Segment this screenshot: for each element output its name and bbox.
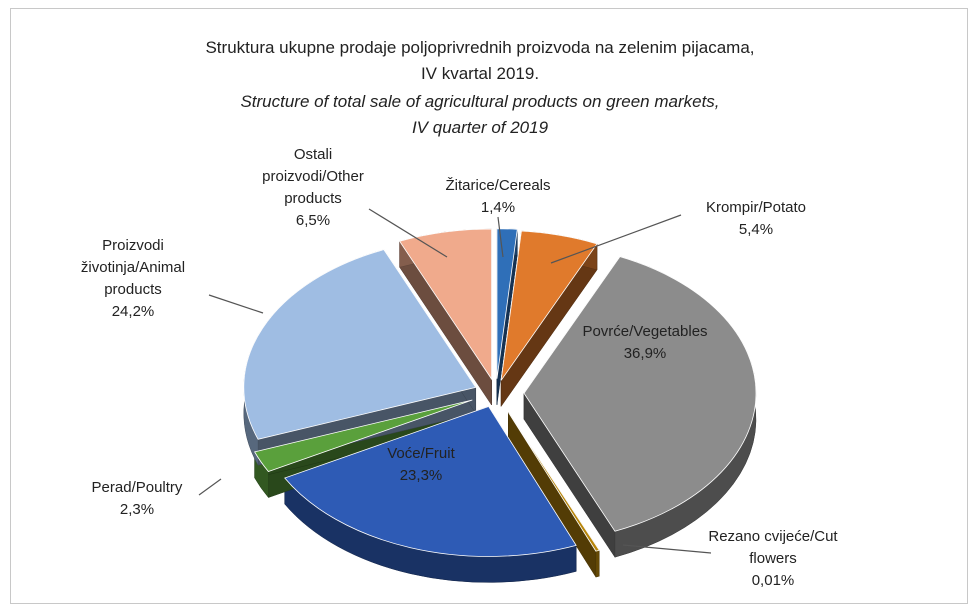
slice-name-label: flowers	[749, 550, 797, 567]
slice-value-label: 2,3%	[120, 501, 154, 518]
slice-side	[508, 411, 600, 578]
slice-value-label: 36,9%	[624, 345, 667, 362]
subtitle-line-1: Structure of total sale of agricultural …	[240, 92, 719, 111]
pie-slice	[398, 228, 492, 381]
pie-chart: Struktura ukupne prodaje poljoprivrednih…	[81, 38, 839, 589]
slice-value-label: 24,2%	[112, 303, 155, 320]
slice-value-label: 5,4%	[739, 221, 773, 238]
slice-name-label: products	[284, 190, 342, 207]
slice-name-label: products	[104, 281, 162, 298]
pie-slice	[284, 405, 577, 557]
title-line-2: IV kvartal 2019.	[421, 64, 539, 83]
slice-label: Voće/Fruit 23,3%	[387, 445, 455, 484]
slice-value-label: 0,01%	[752, 572, 795, 589]
leader-line	[550, 214, 682, 264]
slice-label: Povrće/Vegetables 36,9%	[582, 323, 707, 362]
slice-name-label: Voće/Fruit	[387, 445, 455, 462]
leader-line	[198, 478, 222, 496]
pie-slice	[500, 230, 598, 381]
slice-label: Krompir/Potato 5,4%	[706, 199, 806, 238]
subtitle-line-2: IV quarter of 2019	[412, 118, 549, 137]
leader-line	[368, 208, 448, 258]
slice-label: Perad/Poultry 2,3%	[92, 479, 183, 518]
title-line-1: Struktura ukupne prodaje poljoprivrednih…	[205, 38, 754, 57]
pie-slice	[523, 256, 757, 532]
pie-slices	[243, 228, 757, 557]
slice-value-label: 1,4%	[481, 199, 515, 216]
slice-name-label: Krompir/Potato	[706, 199, 806, 216]
pie-slice	[496, 228, 518, 379]
pie-slice	[254, 399, 473, 473]
slice-label: Žitarice/Cereals 1,4%	[445, 177, 550, 216]
leader-line	[497, 216, 504, 258]
slice-label: Proizvodi životinja/Animal products 24,2%	[81, 237, 185, 320]
chart-title: Struktura ukupne prodaje poljoprivrednih…	[205, 38, 754, 137]
slice-name-label: Povrće/Vegetables	[582, 323, 707, 340]
slice-label: Rezano cvijeće/Cut flowers 0,01%	[708, 528, 838, 589]
pie-slice	[243, 249, 477, 440]
slice-label: Ostali proizvodi/Other products 6,5%	[262, 146, 364, 229]
slice-labels: Žitarice/Cereals 1,4% Krompir/Potato 5,4% Po…	[81, 146, 839, 589]
slice-name-label: Žitarice/Cereals	[445, 177, 550, 194]
slice-name-label: Proizvodi	[102, 237, 164, 254]
slice-value-label: 6,5%	[296, 212, 330, 229]
leader-lines	[198, 208, 712, 554]
slice-name-label: proizvodi/Other	[262, 168, 364, 185]
slice-rim	[595, 549, 600, 578]
slice-value-label: 23,3%	[400, 467, 443, 484]
leader-line	[622, 544, 712, 554]
slice-name-label: Rezano cvijeće/Cut	[708, 528, 838, 545]
chart-frame: Struktura ukupne prodaje poljoprivrednih…	[10, 8, 968, 604]
leader-line	[208, 294, 264, 314]
pie-slice	[507, 411, 600, 552]
slice-name-label: životinja/Animal	[81, 259, 185, 276]
slice-name-label: Ostali	[294, 146, 332, 163]
slice-name-label: Perad/Poultry	[92, 479, 183, 496]
